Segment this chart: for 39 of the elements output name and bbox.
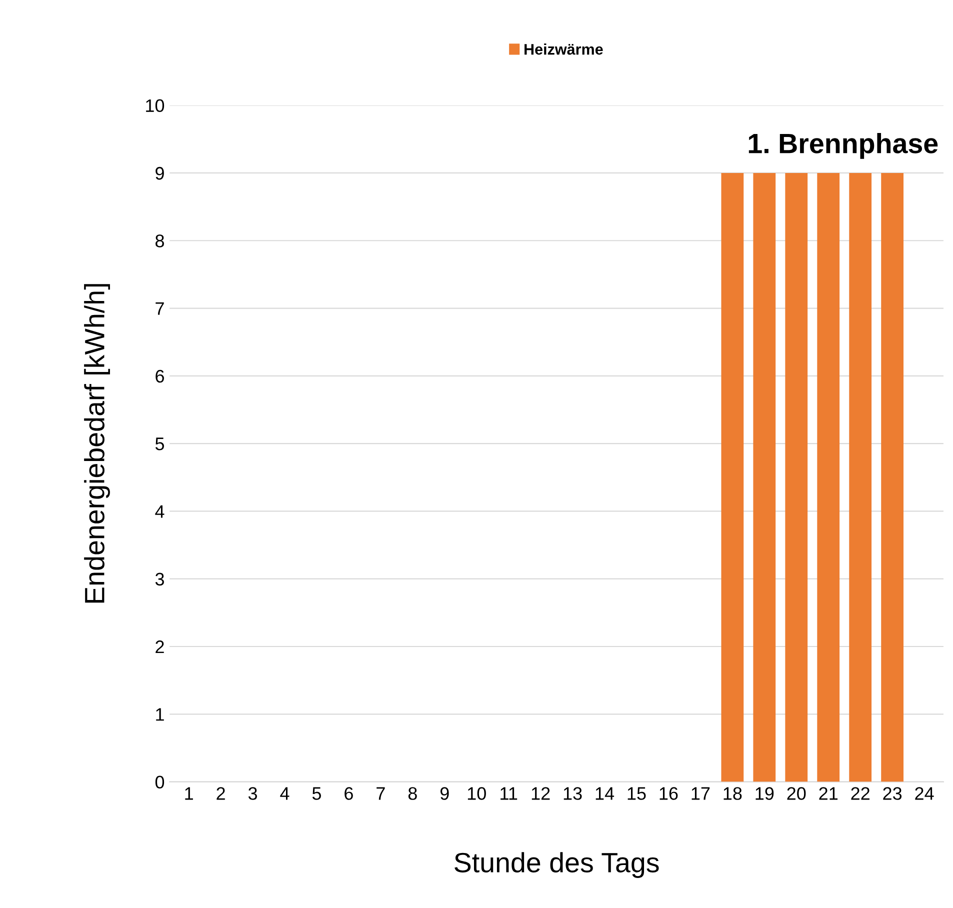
y-tick-label: 6 — [156, 370, 164, 383]
legend-label: Heizwärme — [524, 44, 603, 55]
y-tick-label: 2 — [156, 640, 164, 654]
x-tick-label: 18 — [724, 787, 742, 800]
y-tick-label: 4 — [155, 505, 164, 518]
annotation: 1. Brennphase — [748, 132, 938, 159]
y-axis-title: Endenergiebedarf [kWh/h] — [84, 284, 110, 603]
x-tick-label: 9 — [440, 787, 449, 800]
x-tick-label: 8 — [408, 787, 417, 800]
x-tick-label: 1 — [185, 787, 193, 800]
x-tick-label: 15 — [628, 787, 646, 800]
x-tick-label: 22 — [851, 787, 870, 800]
x-tick-label: 6 — [344, 787, 353, 800]
x-tick-label: 5 — [312, 787, 321, 800]
x-tick-label: 20 — [787, 787, 806, 800]
y-tick-label: 9 — [156, 166, 164, 180]
y-tick-label: 5 — [155, 438, 164, 450]
x-tick-label: 11 — [500, 787, 518, 800]
x-tick-label: 13 — [564, 787, 582, 800]
x-tick-label: 10 — [468, 787, 486, 800]
x-tick-label: 3 — [248, 787, 257, 800]
x-tick-label: 2 — [216, 787, 225, 800]
x-tick-label: 23 — [883, 787, 902, 800]
x-tick-label: 24 — [915, 787, 934, 800]
x-tick-label: 7 — [376, 787, 385, 800]
y-tick-label: 10 — [146, 99, 164, 112]
y-tick-label: 3 — [155, 572, 164, 586]
y-tick-label: 0 — [155, 776, 164, 789]
x-tick-label: 12 — [532, 787, 550, 800]
x-tick-label: 17 — [692, 787, 710, 800]
y-tick-label: 1 — [156, 708, 164, 721]
x-tick-label: 16 — [660, 787, 678, 800]
x-tick-label: 19 — [756, 787, 774, 800]
x-axis-title: Stunde des Tags — [454, 852, 659, 878]
x-tick-label: 14 — [596, 787, 614, 800]
y-tick-label: 7 — [156, 302, 164, 315]
x-tick-label: 21 — [819, 787, 838, 800]
x-tick-label: 4 — [280, 787, 290, 800]
y-tick-label: 8 — [156, 234, 164, 248]
